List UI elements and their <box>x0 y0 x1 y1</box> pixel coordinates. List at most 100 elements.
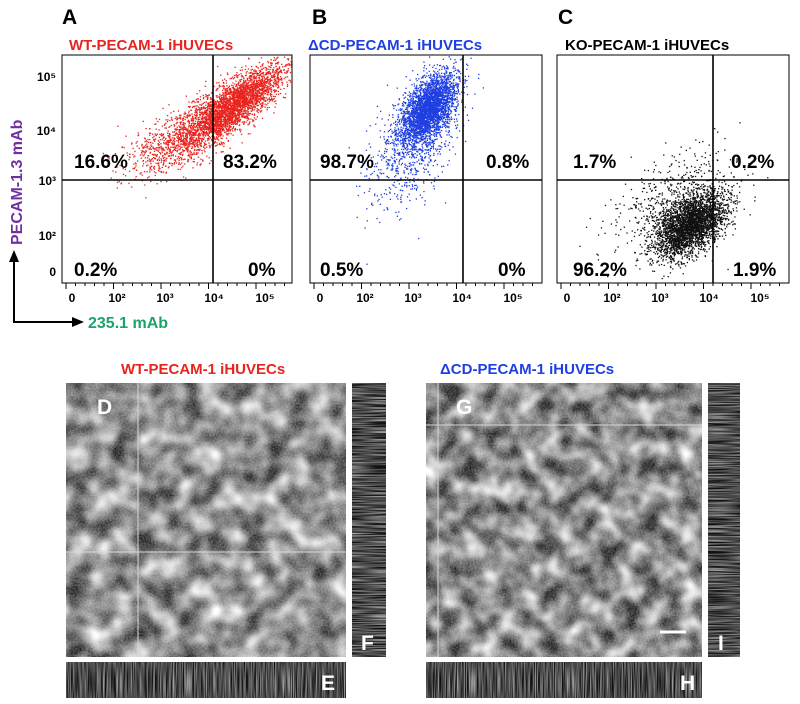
scatter-point <box>267 92 269 94</box>
scatter-point <box>453 95 455 98</box>
scatter-point <box>158 159 161 162</box>
scatter-point <box>166 151 168 153</box>
scatter-point <box>451 76 453 79</box>
scatter-point <box>210 122 212 124</box>
scatter-point <box>408 128 410 130</box>
scatter-point <box>200 112 202 114</box>
scatter-point <box>196 122 198 124</box>
scatter-point <box>146 143 148 145</box>
scatter-point <box>196 110 198 112</box>
scatter-point <box>407 129 409 131</box>
scatter-point <box>232 102 235 104</box>
scatter-point <box>251 84 253 86</box>
scatter-point <box>398 99 400 101</box>
scatter-point <box>243 100 246 102</box>
scatter-point <box>180 134 182 137</box>
scatter-point <box>182 117 184 120</box>
scatter-point <box>233 103 236 105</box>
scatter-point <box>184 111 186 113</box>
scatter-point <box>268 86 270 88</box>
scatter-point <box>165 147 168 149</box>
scatter-point <box>264 86 266 88</box>
scatter-point <box>253 81 255 83</box>
scatter-point <box>242 91 244 93</box>
scatter-point <box>142 155 144 157</box>
scatter-point <box>204 111 207 113</box>
scatter-point <box>251 80 253 82</box>
scatter-point <box>215 110 218 112</box>
scatter-point <box>401 105 404 107</box>
scatter-point <box>188 106 191 109</box>
scatter-point <box>232 100 235 102</box>
scatter-point <box>225 98 227 100</box>
scatter-point <box>211 129 213 131</box>
scatter-point <box>249 121 251 123</box>
scatter-point <box>207 134 209 136</box>
scatter-point <box>219 131 221 133</box>
scatter-point <box>209 145 211 148</box>
scatter-point <box>202 122 204 124</box>
scatter-point <box>217 119 219 121</box>
scatter-point <box>267 80 269 82</box>
scatter-point <box>179 131 181 133</box>
scatter-point <box>176 144 178 146</box>
scatter-point <box>247 104 250 106</box>
scatter-point <box>204 131 207 134</box>
scatter-point <box>419 124 422 126</box>
scatter-point <box>224 126 226 128</box>
scatter-point <box>204 116 206 118</box>
scatter-point <box>171 146 174 148</box>
scatter-point <box>190 136 192 139</box>
scatter-point <box>196 123 199 126</box>
scatter-point <box>208 116 211 119</box>
scatter-point <box>424 153 426 155</box>
scatter-point <box>238 81 240 83</box>
scatter-point <box>180 127 182 129</box>
scatter-point <box>185 149 188 151</box>
scatter-point <box>162 157 165 159</box>
scatter-point <box>153 171 156 173</box>
scatter-point <box>221 125 223 127</box>
scatter-point <box>171 118 173 120</box>
scatter-point <box>232 127 234 129</box>
scatter-point <box>249 84 251 86</box>
scatter-point <box>221 98 223 100</box>
scatter-point <box>187 106 190 108</box>
scatter-point <box>444 119 447 121</box>
scatter-point <box>171 151 173 153</box>
scatter-point <box>224 107 227 109</box>
scatter-point <box>227 107 229 109</box>
scatter-point <box>274 80 276 82</box>
scatter-point <box>121 146 124 148</box>
scatter-point <box>252 76 254 78</box>
x-tick-label: 10⁵ <box>256 291 275 305</box>
scatter-point <box>219 125 221 127</box>
scatter-point <box>196 152 198 154</box>
scatter-point <box>194 133 196 136</box>
scatter-point <box>196 162 199 164</box>
scatter-point <box>275 62 278 64</box>
scatter-point <box>173 162 176 164</box>
scatter-point <box>194 110 196 112</box>
scatter-point <box>208 103 210 105</box>
scatter-point <box>169 141 171 143</box>
scatter-point <box>196 142 198 144</box>
scatter-point <box>203 107 205 109</box>
scatter-point <box>167 140 169 142</box>
scatter-point <box>218 112 220 114</box>
scatter-point <box>229 118 232 120</box>
scatter-point <box>210 96 212 99</box>
scatter-point <box>158 158 160 160</box>
scatter-point <box>252 91 254 93</box>
scatter-point <box>278 71 280 73</box>
scatter-point <box>231 118 233 120</box>
scatter-point <box>234 83 236 85</box>
scatter-point <box>278 87 280 89</box>
scatter-point <box>209 128 211 130</box>
scatter-point <box>457 90 459 92</box>
scatter-point <box>236 102 238 104</box>
scatter-point <box>223 102 225 104</box>
scatter-point <box>443 117 445 119</box>
scatter-point <box>244 68 247 71</box>
scatter-point <box>175 128 177 131</box>
